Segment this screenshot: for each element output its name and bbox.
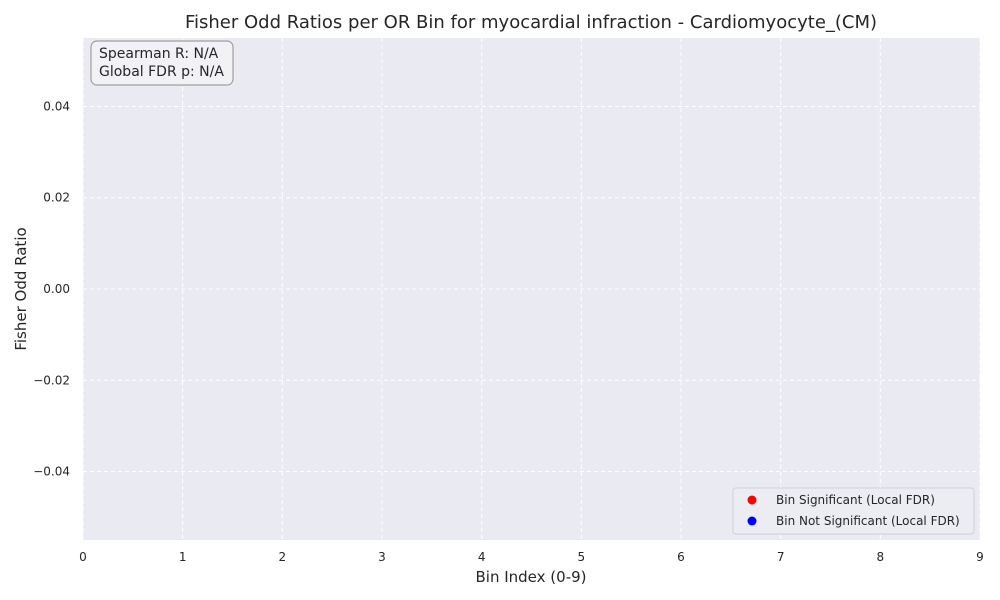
x-axis-ticks: 0 1 2 3 4 5 6 7 8 9: [79, 550, 984, 564]
x-tick-label: 3: [378, 550, 386, 564]
x-tick-label: 5: [578, 550, 586, 564]
x-tick-label: 8: [877, 550, 885, 564]
x-tick-label: 2: [279, 550, 287, 564]
y-axis-ticks: 0.04 0.02 0.00 −0.02 −0.04: [33, 99, 70, 478]
stats-annotation-frame: [90, 40, 234, 86]
x-tick-label: 1: [179, 550, 187, 564]
x-tick-label: 6: [677, 550, 685, 564]
legend-marker-significant: [747, 495, 757, 505]
legend-marker-not-significant: [747, 516, 757, 526]
x-tick-label: 4: [478, 550, 486, 564]
x-axis-label: Bin Index (0-9): [476, 568, 587, 586]
legend-frame: [732, 487, 975, 535]
stats-annotation-box: Spearman R: N/A Global FDR p: N/A: [90, 40, 234, 86]
y-axis-label: Fisher Odd Ratio: [12, 227, 30, 350]
y-tick-label: −0.04: [33, 465, 70, 479]
legend-label-not-significant: Bin Not Significant (Local FDR): [776, 514, 960, 528]
y-tick-label: 0.04: [43, 99, 70, 113]
x-tick-label: 0: [79, 550, 87, 564]
global-fdr-text: Global FDR p: N/A: [99, 64, 224, 80]
legend-label-significant: Bin Significant (Local FDR): [776, 493, 935, 507]
y-tick-label: 0.00: [43, 282, 70, 296]
spearman-text: Spearman R: N/A: [99, 46, 219, 62]
legend: Bin Significant (Local FDR) Bin Not Sign…: [732, 487, 975, 535]
x-tick-label: 9: [976, 550, 984, 564]
x-tick-label: 7: [777, 550, 785, 564]
chart-title: Fisher Odd Ratios per OR Bin for myocard…: [185, 12, 877, 33]
y-tick-label: 0.02: [43, 191, 70, 205]
y-tick-label: −0.02: [33, 373, 70, 387]
grid-lines: [82, 38, 981, 540]
